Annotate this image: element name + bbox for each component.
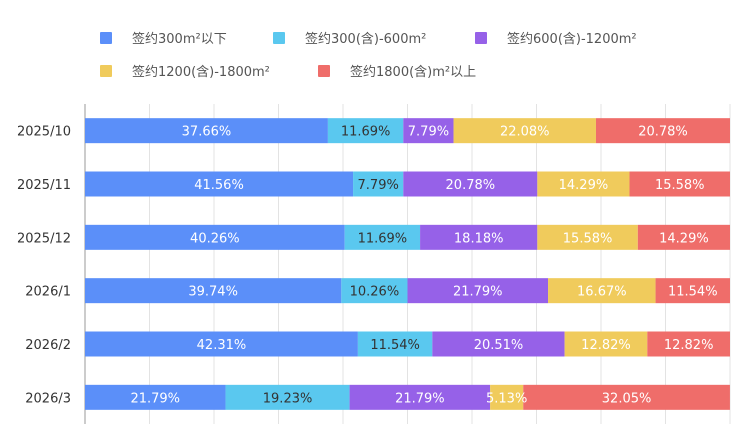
legend[interactable]: 签约300m²以下 签约300(含)-600m² 签约600(含)-1200m² 签约… (100, 31, 637, 80)
bar-segment (341, 278, 408, 304)
bar-segment (637, 224, 730, 250)
legend-label: 签约1800(含)m²以上 (350, 64, 476, 80)
bar-segment (403, 171, 538, 197)
bar-segment (537, 224, 638, 250)
data-label: 11.54% (668, 285, 718, 300)
bar-segment (85, 224, 345, 250)
bar-segment (85, 118, 328, 144)
bar-segment (353, 171, 404, 197)
bar-segment (327, 118, 404, 144)
data-label: 42.31% (197, 338, 247, 353)
data-label: 11.69% (341, 125, 391, 140)
data-label: 20.51% (474, 338, 524, 353)
data-label: 14.29% (559, 178, 609, 193)
category-tick-label: 2026/3 (25, 391, 71, 406)
legend-label: 签约300(含)-600m² (305, 31, 426, 47)
grid-lines (149, 104, 731, 424)
bar-segment (537, 171, 630, 197)
data-label: 21.79% (130, 391, 180, 406)
data-label: 7.79% (358, 178, 399, 193)
data-label: 21.79% (395, 391, 445, 406)
legend-swatch (475, 32, 487, 44)
data-label: 12.82% (664, 338, 714, 353)
data-label: 14.29% (659, 231, 709, 246)
data-label: 15.58% (655, 178, 705, 193)
legend-swatch (318, 65, 330, 77)
category-tick-label: 2026/2 (25, 338, 71, 353)
data-label: 15.58% (563, 231, 613, 246)
data-label: 10.26% (350, 285, 400, 300)
data-label: 37.66% (182, 125, 232, 140)
data-label: 19.23% (263, 391, 313, 406)
bar-segment (523, 384, 730, 410)
bar-segment (85, 384, 226, 410)
bar-segment (407, 278, 549, 304)
legend-swatch (100, 32, 112, 44)
bar-segment (432, 331, 565, 357)
bar-segment (647, 331, 730, 357)
data-label: 40.26% (190, 231, 240, 246)
bar-segment (403, 118, 454, 144)
bar-segment (85, 171, 354, 197)
bar-segment (490, 384, 524, 410)
legend-label: 签约600(含)-1200m² (507, 31, 637, 47)
category-tick-label: 2025/11 (17, 178, 71, 193)
legend-item[interactable]: 签约300(含)-600m² (273, 31, 426, 47)
category-tick-label: 2026/1 (25, 285, 71, 300)
data-label: 39.74% (188, 285, 238, 300)
legend-label: 签约1200(含)-1800m² (132, 64, 270, 80)
data-label: 32.05% (602, 391, 652, 406)
bar-segment (225, 384, 350, 410)
data-label: 41.56% (194, 178, 244, 193)
bar-segment (344, 224, 421, 250)
category-tick-label: 2025/10 (17, 125, 71, 140)
bar-segment (629, 171, 730, 197)
data-label: 7.79% (408, 125, 449, 140)
legend-swatch (100, 65, 112, 77)
category-tick-label: 2025/12 (17, 231, 71, 246)
legend-item[interactable]: 签约1200(含)-1800m² (100, 64, 270, 80)
bar-segments (85, 118, 730, 410)
legend-label: 签约300m²以下 (132, 31, 227, 47)
bar-segment (349, 384, 491, 410)
data-label: 16.67% (577, 285, 627, 300)
data-labels: 37.66% 11.69% 7.79% 22.08% 20.78% 41.56% 7.79%… (130, 125, 717, 407)
legend-item[interactable]: 签约600(含)-1200m² (475, 31, 637, 47)
data-label: 18.18% (454, 231, 504, 246)
data-label: 21.79% (453, 285, 503, 300)
data-label: 20.78% (638, 125, 688, 140)
legend-item[interactable]: 签约300m²以下 (100, 31, 227, 47)
bar-segment (595, 118, 730, 144)
legend-swatch (273, 32, 285, 44)
bar-segment (357, 331, 433, 357)
bar-segment (548, 278, 656, 304)
y-axis: 2025/10 2025/11 2025/12 2026/1 2026/2 2026/3 (17, 104, 86, 424)
data-label: 20.78% (446, 178, 496, 193)
bar-segment (453, 118, 596, 144)
data-label: 5.13% (486, 391, 527, 406)
legend-item[interactable]: 签约1800(含)m²以上 (318, 64, 476, 80)
bar-segment (85, 278, 342, 304)
bar-segment (655, 278, 730, 304)
data-label: 11.69% (358, 231, 408, 246)
bar-segment (564, 331, 648, 357)
bar-segment (85, 331, 358, 357)
bar-segment (420, 224, 538, 250)
data-label: 12.82% (581, 338, 631, 353)
data-label: 11.54% (370, 338, 420, 353)
data-label: 22.08% (500, 125, 550, 140)
